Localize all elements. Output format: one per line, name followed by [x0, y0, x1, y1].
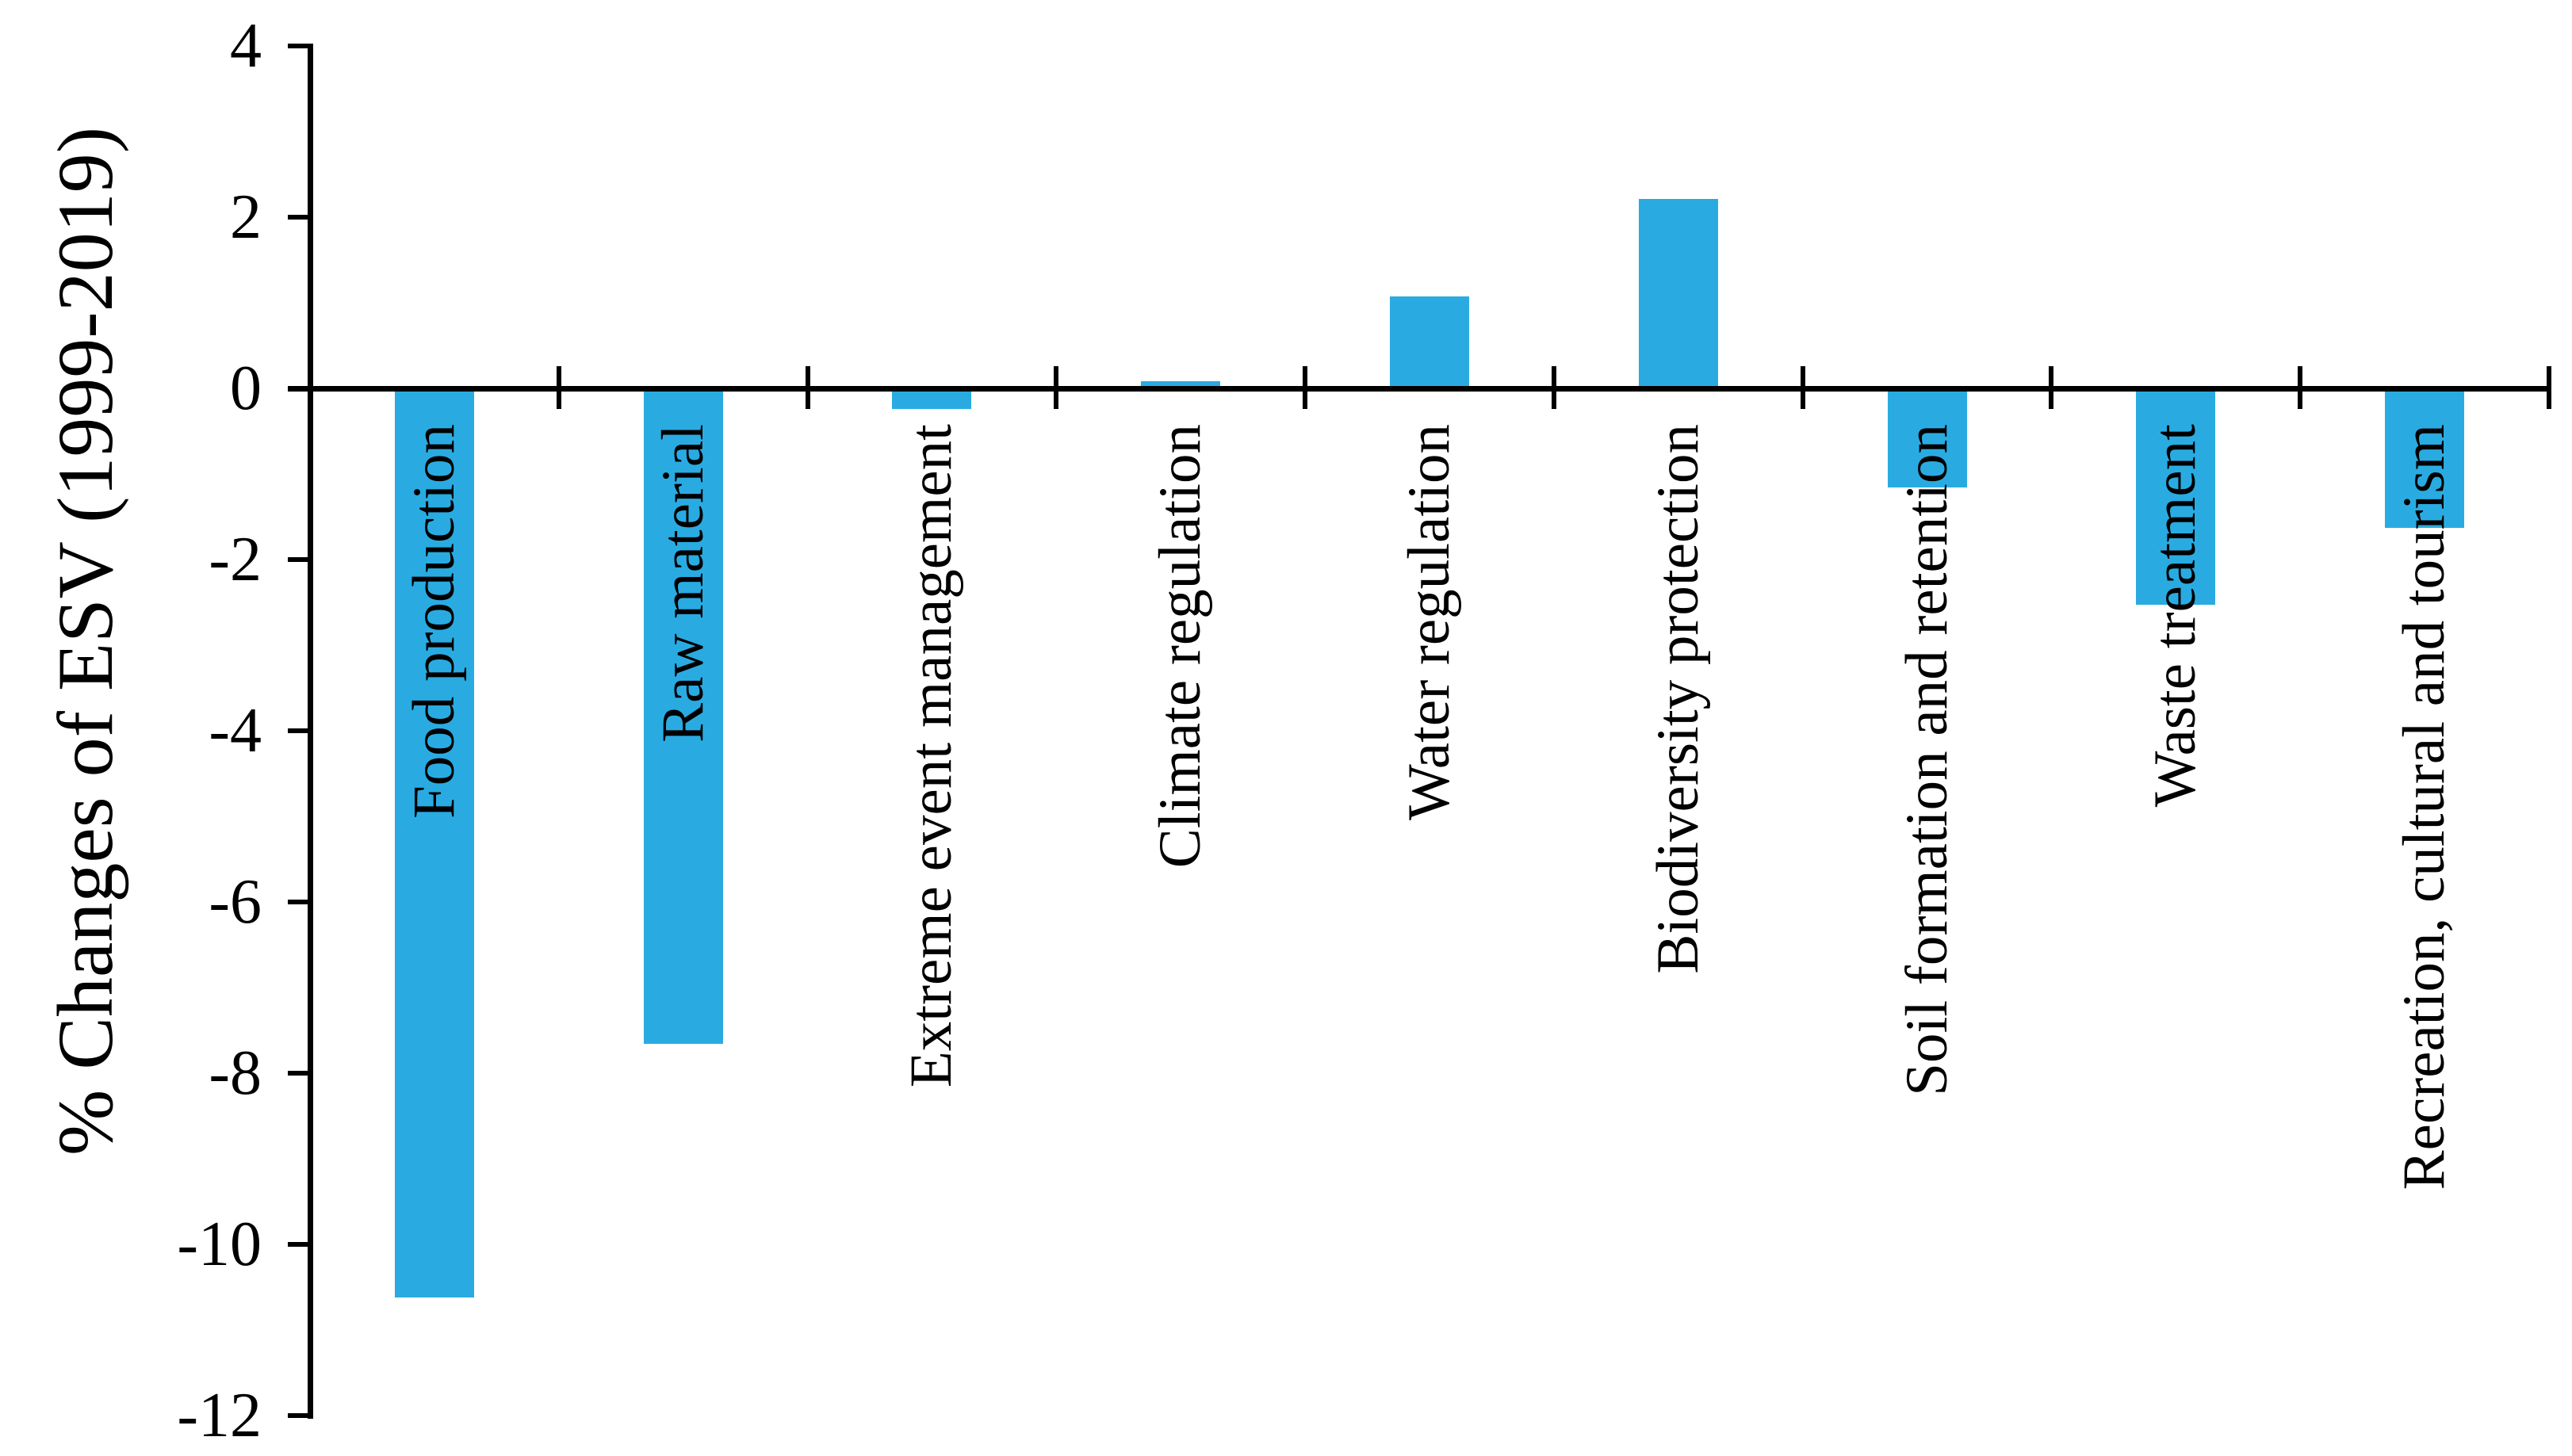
y-axis-tick — [288, 1413, 310, 1418]
category-label: Food production — [400, 424, 467, 819]
y-axis-line — [307, 43, 313, 1419]
category-label: Soil formation and retention — [1893, 424, 1960, 1096]
y-axis-tick — [288, 215, 310, 220]
bar-6 — [1638, 199, 1718, 388]
y-axis-tick — [288, 728, 310, 733]
bar-8 — [2136, 388, 2216, 606]
bar-9 — [2385, 388, 2465, 529]
bar-2 — [643, 388, 723, 1045]
x-axis-line — [288, 385, 2549, 392]
y-axis-tick — [288, 44, 310, 48]
y-tick-label: 0 — [230, 353, 262, 423]
y-axis-tick — [288, 557, 310, 562]
y-tick-label: -4 — [209, 696, 262, 766]
bar-3 — [892, 388, 972, 409]
bar-1 — [394, 388, 474, 1297]
bar-4 — [1141, 381, 1221, 388]
y-tick-label: 2 — [230, 182, 262, 252]
y-axis-tick — [288, 900, 310, 904]
y-tick-label: -12 — [177, 1381, 262, 1450]
y-tick-label: -6 — [209, 867, 262, 937]
y-axis-tick — [288, 1242, 310, 1247]
bar-5 — [1390, 296, 1469, 388]
x-axis-tick — [2547, 366, 2551, 409]
category-label: Recreation, cultural and tourism — [2391, 424, 2458, 1190]
bar-7 — [1887, 388, 1967, 488]
category-label: Extreme event management — [898, 424, 965, 1088]
y-axis-title: % Changes of ESV (1999-2019) — [41, 127, 129, 1156]
y-tick-label: -8 — [209, 1038, 262, 1108]
category-label: Raw material — [649, 424, 716, 743]
category-label: Water regulation — [1396, 424, 1462, 820]
y-tick-label: 4 — [230, 11, 262, 81]
category-label: Waste treatment — [2142, 424, 2209, 808]
y-axis-tick — [288, 1071, 310, 1076]
category-label: Climate regulation — [1147, 424, 1214, 869]
category-label: Biodiversity protection — [1644, 424, 1711, 974]
y-tick-label: -2 — [209, 525, 262, 594]
y-tick-label: -10 — [177, 1210, 262, 1279]
